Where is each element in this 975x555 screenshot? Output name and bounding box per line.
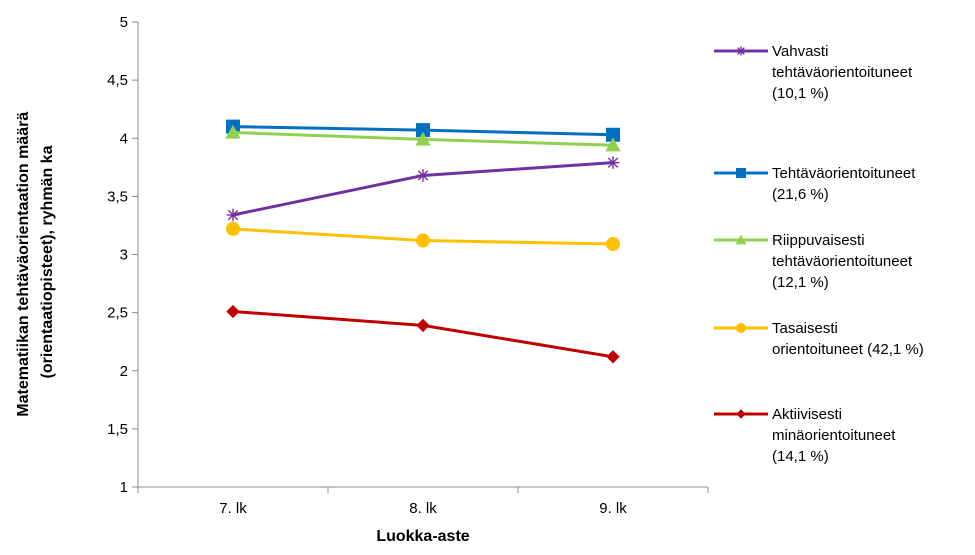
legend-item-3: Riippuvaisesti tehtäväorientoituneet (12,1…	[714, 232, 913, 291]
legend-label-line: (14,1 %)	[772, 448, 829, 465]
data-point-diamond	[736, 409, 746, 419]
y-axis-title: Matematiikan tehtäväorientaation määrä (…	[15, 107, 56, 416]
x-tick-label: 9. lk	[599, 500, 627, 517]
data-point-circle	[606, 237, 620, 252]
legend-label-line: Tasaisesti	[772, 320, 838, 337]
legend-label-line: orientoituneet (42,1 %)	[772, 341, 924, 358]
series-line	[232, 309, 614, 359]
legend-label-line: tehtäväorientoituneet	[772, 253, 913, 270]
legend: Vahvasti tehtäväorientoituneet (10,1 %) Teh…	[714, 43, 924, 465]
legend-label: Tehtäväorientoituneet (21,6 %)	[772, 165, 916, 203]
y-axis-title-line-2: (orientaatiopisteet), ryhmän ka	[39, 145, 56, 378]
data-point-circle	[736, 323, 746, 333]
y-tick-label: 1	[120, 479, 128, 496]
series-1	[226, 156, 620, 222]
y-tick-label: 3	[120, 247, 128, 264]
legend-label: Aktiivisesti minäorientoituneet (14,1 %)	[772, 406, 896, 465]
axes: 1 1,5 2 2,5 3 3,5 4 4,5 5 7. lk 8. lk 9. lk	[107, 14, 709, 517]
legend-label-line: tehtäväorientoituneet	[772, 64, 913, 81]
data-point-triangle	[605, 137, 621, 152]
series-2	[226, 119, 620, 142]
data-point-triangle	[225, 124, 241, 139]
data-point-star	[226, 208, 240, 222]
legend-label-line: (21,6 %)	[772, 186, 829, 203]
legend-label-line: minäorientoituneet	[772, 427, 896, 444]
data-point-triangle	[415, 131, 431, 146]
y-tick-label: 2	[120, 363, 128, 380]
series-4	[226, 221, 620, 252]
data-point-star	[606, 156, 620, 169]
legend-label-line: Riippuvaisesti	[772, 232, 865, 249]
series-layer	[225, 119, 621, 364]
legend-label-line: Aktiivisesti	[772, 406, 842, 423]
legend-item-5: Aktiivisesti minäorientoituneet (14,1 %)	[714, 406, 896, 465]
legend-item-1: Vahvasti tehtäväorientoituneet (10,1 %)	[714, 43, 913, 102]
data-point-diamond	[416, 318, 430, 333]
legend-item-2: Tehtäväorientoituneet (21,6 %)	[714, 165, 916, 203]
data-point-star	[736, 46, 746, 56]
data-point-circle	[226, 221, 240, 236]
y-tick-label: 4	[120, 130, 128, 147]
legend-label: Tasaisesti orientoituneet (42,1 %)	[772, 320, 924, 358]
x-axis-title: Luokka-aste	[376, 528, 469, 545]
legend-label-line: (10,1 %)	[772, 85, 829, 102]
data-point-star	[416, 169, 430, 182]
data-point-square	[416, 123, 430, 138]
y-tick-label: 5	[120, 14, 128, 31]
y-tick-label: 2,5	[107, 305, 128, 322]
data-point-triangle	[735, 234, 747, 245]
legend-label-line: (12,1 %)	[772, 274, 829, 291]
legend-label-line: Tehtäväorientoituneet	[772, 165, 916, 182]
data-point-circle	[416, 233, 430, 248]
legend-label-line: Vahvasti	[772, 43, 828, 60]
data-point-square	[606, 127, 620, 142]
data-point-square	[736, 168, 746, 178]
legend-item-4: Tasaisesti orientoituneet (42,1 %)	[714, 320, 924, 358]
y-tick-label: 1,5	[107, 421, 128, 438]
series-5	[226, 304, 620, 364]
x-tick-label: 7. lk	[219, 500, 247, 517]
data-point-diamond	[226, 304, 240, 319]
legend-label: Vahvasti tehtäväorientoituneet (10,1 %)	[772, 43, 913, 102]
x-tick-label: 8. lk	[409, 500, 437, 517]
y-axis-title-line-1: Matematiikan tehtäväorientaation määrä	[15, 112, 32, 417]
series-3	[225, 124, 621, 152]
legend-label: Riippuvaisesti tehtäväorientoituneet (12,1…	[772, 232, 913, 291]
y-tick-label: 4,5	[107, 72, 128, 89]
data-point-diamond	[606, 350, 620, 364]
y-tick-label: 3,5	[107, 188, 128, 205]
